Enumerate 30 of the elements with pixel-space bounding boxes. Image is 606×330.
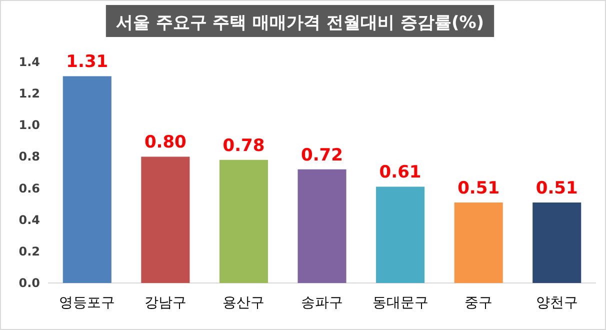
x-tick-label: 영등포구 xyxy=(59,295,116,311)
y-tick-label: 1.4 xyxy=(18,55,40,69)
x-tick-label: 중구 xyxy=(464,295,493,311)
bar xyxy=(376,186,425,283)
data-label: 0.51 xyxy=(536,178,578,198)
x-tick-label: 양천구 xyxy=(536,295,578,311)
x-tick-label: 동대문구 xyxy=(372,295,428,311)
y-tick-label: 0.6 xyxy=(18,181,40,196)
bar xyxy=(454,202,503,283)
bar xyxy=(298,169,346,283)
y-tick-label: 0.4 xyxy=(18,212,40,227)
data-label: 1.31 xyxy=(66,52,108,72)
bar xyxy=(141,156,190,283)
data-label: 0.80 xyxy=(144,132,187,153)
data-label: 0.51 xyxy=(458,178,500,198)
y-tick-label: 0.8 xyxy=(18,150,40,164)
y-tick-label: 0.2 xyxy=(18,244,40,258)
chart-title: 서울 주요구 주택 매매가격 전월대비 증감률(%) xyxy=(116,13,484,33)
bar xyxy=(532,202,582,283)
y-tick-label: 1.0 xyxy=(18,118,40,132)
data-label: 0.72 xyxy=(301,145,343,166)
bar xyxy=(219,160,268,283)
y-tick-label: 1.2 xyxy=(18,86,40,101)
data-label: 0.61 xyxy=(379,162,422,183)
x-tick-label: 강남구 xyxy=(144,295,186,311)
x-tick-label: 송파구 xyxy=(301,295,343,311)
data-label: 0.78 xyxy=(222,136,265,156)
x-tick-label: 용산구 xyxy=(222,295,265,311)
y-tick-label: 0.0 xyxy=(18,276,40,290)
bar xyxy=(62,76,112,283)
